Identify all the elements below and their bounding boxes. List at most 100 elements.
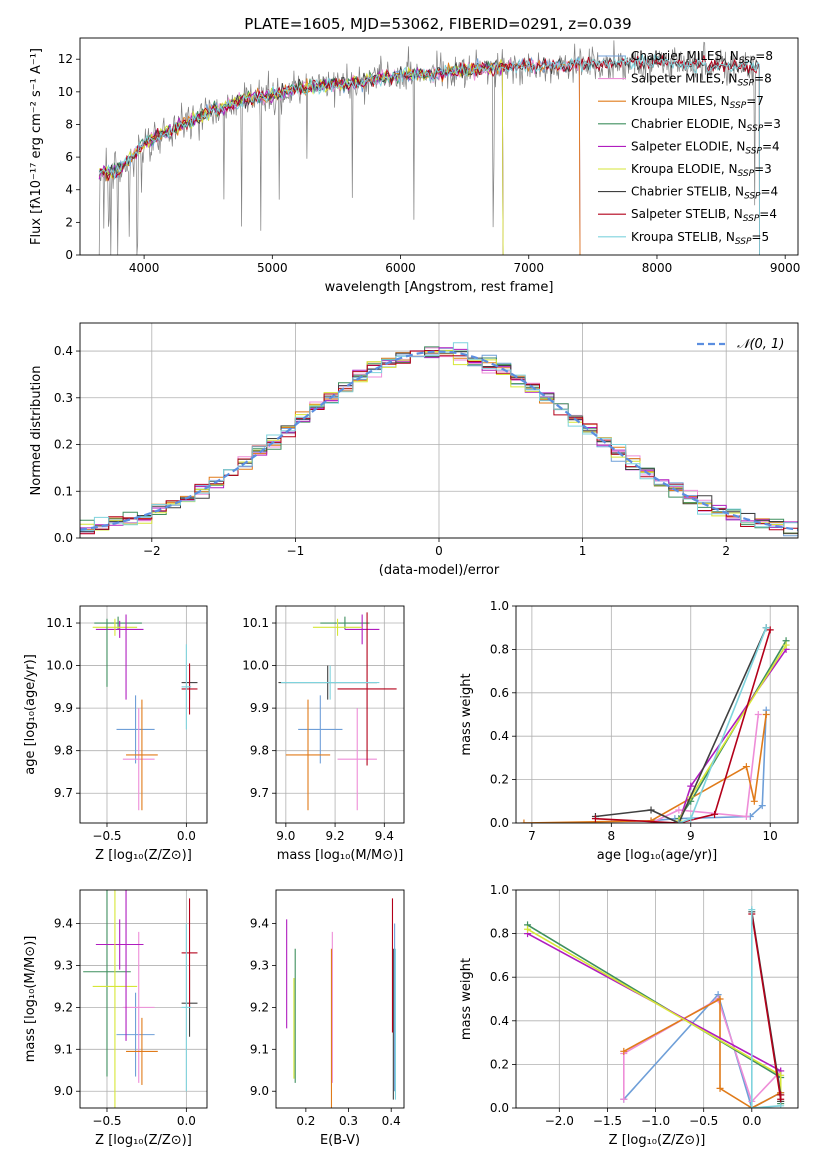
legend-entry-main: Salpeter MILES, N: [631, 72, 738, 86]
legend-entry-end: =4: [761, 185, 779, 199]
legend-entry-end: =4: [762, 139, 780, 153]
legend-entry-main: Chabrier STELIB, N: [631, 185, 744, 199]
y-tick-label: 10.0: [46, 659, 73, 673]
axes-frame: [275, 889, 405, 1109]
x-tick-label: 7000: [513, 261, 544, 275]
mass-weight-marker: [711, 810, 719, 818]
y-tick-label: 10.1: [242, 616, 269, 630]
legend-entry-end: =3: [754, 162, 772, 176]
y-tick-label: 4: [65, 183, 73, 197]
y-tick-label: 9.8: [250, 744, 269, 758]
legend-entry-end: =8: [755, 49, 773, 63]
legend-entry: Salpeter MILES, NSSP=8: [631, 72, 772, 89]
x-tick-label: 7: [528, 829, 536, 843]
x-axis-label: Z [log₁₀(Z/Z⊙)]: [95, 848, 192, 863]
legend-entry: Kroupa MILES, NSSP=7: [631, 94, 764, 111]
legend-entry-sub: SSP: [738, 169, 755, 179]
mass-weight-marker: [758, 802, 766, 810]
legend-entry: Salpeter STELIB, NSSP=4: [631, 207, 777, 224]
x-tick-label: 0.4: [382, 1114, 401, 1128]
y-tick-label: 1.0: [490, 599, 509, 613]
x-tick-label: 9.2: [326, 829, 345, 843]
panel-age-vs-Z: −0.5 0.0 9.7 9.8 9.9 10.0 10.1 Z [log₁₀(Z/Z⊙)] a…: [23, 605, 208, 863]
mass-weight-line: [623, 997, 782, 1108]
legend-entry-main: Salpeter ELODIE, N: [631, 139, 745, 153]
legend-entry-end: =7: [746, 94, 764, 108]
y-tick-label: 9.2: [250, 1000, 269, 1014]
y-tick-label: 0.2: [490, 1057, 509, 1071]
legend-entry-sub: SSP: [744, 192, 761, 202]
x-tick-label: −0.5: [92, 829, 121, 843]
legend-entry-main: Kroupa MILES, N: [631, 94, 730, 108]
plot-area-mass-vs-Z: [83, 890, 198, 1108]
y-tick-label: 0.2: [490, 773, 509, 787]
y-tick-label: 0.4: [490, 1014, 509, 1028]
plot-area-spectrum: [98, 40, 760, 255]
legend-entry-sub: SSP: [735, 237, 752, 247]
y-tick-label: 9.9: [54, 701, 73, 715]
axes-frame: [79, 322, 799, 539]
mass-weight-line: [751, 909, 781, 1108]
axes-frame: [79, 605, 208, 824]
x-tick-label: 1: [579, 544, 587, 558]
legend-entry-sub: SSP: [730, 101, 747, 111]
legend-entry: Kroupa STELIB, NSSP=5: [631, 230, 769, 247]
panel-mass-vs-ebv: 0.2 0.3 0.4 9.0 9.1 9.2 9.3 9.4 E(B-V): [250, 889, 405, 1148]
y-tick-label: 9.0: [54, 1084, 73, 1098]
y-tick-label: 9.9: [250, 701, 269, 715]
x-tick-label: 0.0: [177, 1114, 196, 1128]
mass-weight-marker: [591, 815, 599, 823]
legend-entry-end: =5: [751, 230, 769, 244]
mass-weight-marker: [748, 1104, 756, 1108]
plot-area-age-vs-Z: [92, 614, 198, 811]
mass-weight-marker: [742, 763, 750, 771]
legend-entry-end: =4: [759, 207, 777, 221]
mass-weight-marker: [687, 815, 695, 823]
y-tick-label: 2: [65, 215, 73, 229]
mass-weight-line: [623, 997, 782, 1104]
mass-weight-marker: [782, 641, 790, 649]
plot-area-age-vs-mass: [278, 612, 397, 811]
x-tick-label: −2: [143, 544, 161, 558]
mass-weight-marker: [520, 819, 528, 823]
x-tick-label: 2: [722, 544, 730, 558]
mass-weight-marker: [716, 995, 724, 1003]
y-tick-label: 10: [58, 85, 73, 99]
y-tick-label: 9.2: [54, 1000, 73, 1014]
y-tick-label: 0.0: [490, 816, 509, 830]
panel-mass-vs-Z: −0.5 0.0 9.0 9.1 9.2 9.3 9.4 Z [log₁₀(Z/Z⊙)] mas…: [23, 889, 208, 1148]
y-tick-label: 9.1: [54, 1042, 73, 1056]
y-tick-label: 0.4: [490, 729, 509, 743]
mass-weight-line: [623, 993, 782, 1108]
legend-entry: Chabrier MILES, NSSP=8: [631, 49, 773, 66]
x-tick-label: −1: [287, 544, 305, 558]
y-tick-label: 10.0: [242, 659, 269, 673]
y-axis-label: Normed distribution: [29, 366, 44, 496]
panel-mass-weight-vs-Z: −2.0 −1.5 −1.0 −0.5 0.0 0.0 0.2 0.4 0.6 0.8 1.0 Z […: [459, 883, 799, 1148]
x-tick-label: 0.0: [742, 1114, 761, 1128]
y-tick-label: 9.8: [54, 744, 73, 758]
x-tick-label: 9: [687, 829, 695, 843]
x-tick-label: 9000: [770, 261, 801, 275]
y-tick-label: 8: [65, 117, 73, 131]
mass-weight-marker: [777, 1102, 785, 1108]
plot-area-mass-weight-vs-age: [520, 624, 790, 823]
x-tick-label: 10: [763, 829, 778, 843]
y-tick-label: 0.0: [490, 1101, 509, 1115]
y-tick-label: 9.7: [54, 786, 73, 800]
axes-frame: [275, 605, 405, 824]
mass-weight-line: [650, 710, 767, 822]
axes-frame: [79, 889, 208, 1109]
legend-entry-sub: SSP: [745, 146, 762, 156]
x-axis-label: Z [log₁₀(Z/Z⊙)]: [95, 1133, 192, 1148]
mass-weight-line: [595, 627, 767, 823]
mass-weight-marker: [754, 711, 762, 718]
x-tick-label: 4000: [129, 261, 160, 275]
y-tick-label: 10.1: [46, 616, 73, 630]
mass-weight-line: [595, 629, 771, 823]
legend-entry-sub: SSP: [743, 214, 760, 224]
y-tick-label: 9.0: [250, 1084, 269, 1098]
y-tick-label: 0: [65, 248, 73, 262]
y-tick-label: 9.7: [250, 786, 269, 800]
x-axis-label: Z [log₁₀(Z/Z⊙)]: [609, 1133, 706, 1148]
